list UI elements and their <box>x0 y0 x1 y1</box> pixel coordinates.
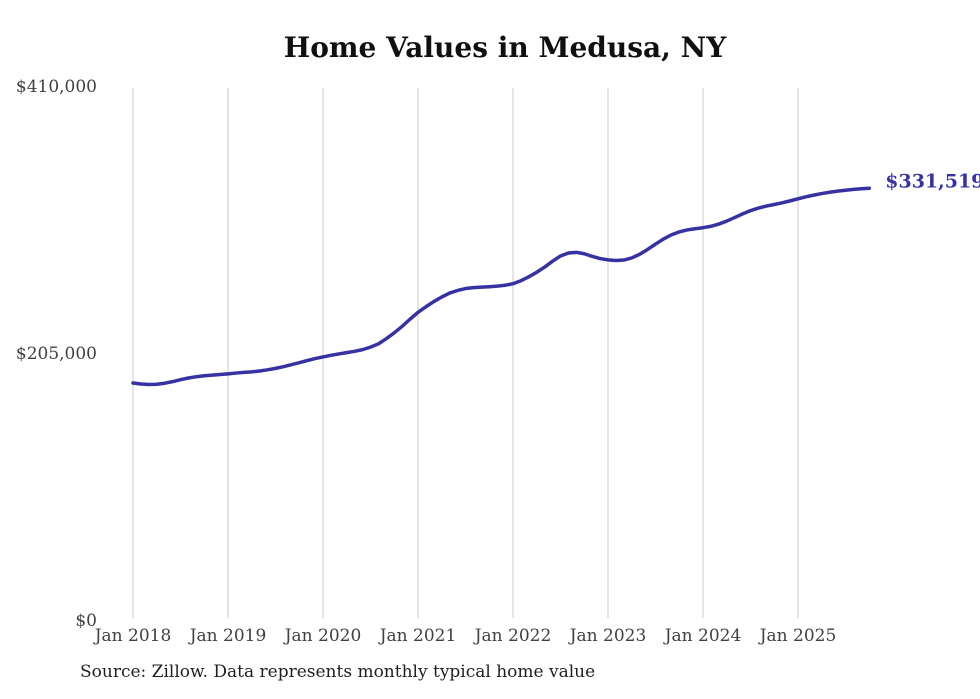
y-tick-205000: $205,000 <box>16 344 97 364</box>
y-tick-410000: $410,000 <box>16 77 97 97</box>
x-tick-jan-2018: Jan 2018 <box>93 626 172 646</box>
latest-value-label: $331,519 <box>885 171 980 193</box>
x-axis-tick-labels: Jan 2018 Jan 2019 Jan 2020 Jan 2021 Jan 2022… <box>93 626 837 646</box>
chart-title: Home Values in Medusa, NY <box>284 31 727 64</box>
x-tick-jan-2023: Jan 2023 <box>568 626 647 646</box>
source-note: Source: Zillow. Data represents monthly … <box>80 662 595 682</box>
x-tick-jan-2019: Jan 2019 <box>188 626 267 646</box>
x-tick-jan-2021: Jan 2021 <box>378 626 457 646</box>
y-axis-tick-labels: $410,000 $205,000 $0 <box>16 77 97 631</box>
y-tick-0: $0 <box>75 611 97 631</box>
x-tick-jan-2022: Jan 2022 <box>473 626 552 646</box>
x-tick-jan-2024: Jan 2024 <box>663 626 742 646</box>
gridlines <box>132 88 799 618</box>
x-tick-jan-2020: Jan 2020 <box>283 626 362 646</box>
home-value-line <box>131 186 871 387</box>
x-tick-jan-2025: Jan 2025 <box>758 626 837 646</box>
